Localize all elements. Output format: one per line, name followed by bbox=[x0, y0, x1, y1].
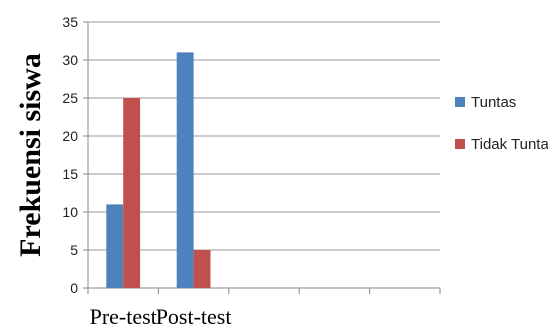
legend-label: Tuntas bbox=[471, 94, 516, 111]
y-tick-label: 15 bbox=[62, 166, 78, 182]
bar-tidak-tuntas-pre-test bbox=[123, 98, 141, 288]
bar-tuntas-pre-test bbox=[106, 204, 124, 288]
axes bbox=[83, 21, 441, 294]
y-tick-label: 20 bbox=[62, 128, 78, 144]
y-axis-label: Frekuensi siswa bbox=[14, 53, 47, 257]
y-tick-label: 5 bbox=[70, 242, 78, 258]
legend-label: Tidak Tuntas bbox=[471, 136, 548, 153]
legend-swatch bbox=[455, 97, 465, 107]
bar-tidak-tuntas-post-test bbox=[193, 250, 211, 288]
y-tick-label: 25 bbox=[62, 90, 78, 106]
gridlines bbox=[88, 21, 440, 251]
y-tick-label: 35 bbox=[62, 14, 78, 30]
y-tick-label: 0 bbox=[70, 280, 78, 296]
x-category-label: Post-test bbox=[156, 304, 232, 329]
legend: Tuntas Tidak Tuntas bbox=[455, 94, 548, 153]
y-tick-label: 10 bbox=[62, 204, 78, 220]
bars bbox=[106, 52, 211, 289]
bar-tuntas-post-test bbox=[176, 52, 194, 289]
x-category-label: Pre-test bbox=[90, 304, 157, 329]
y-tick-label: 30 bbox=[62, 52, 78, 68]
legend-swatch bbox=[455, 139, 465, 149]
